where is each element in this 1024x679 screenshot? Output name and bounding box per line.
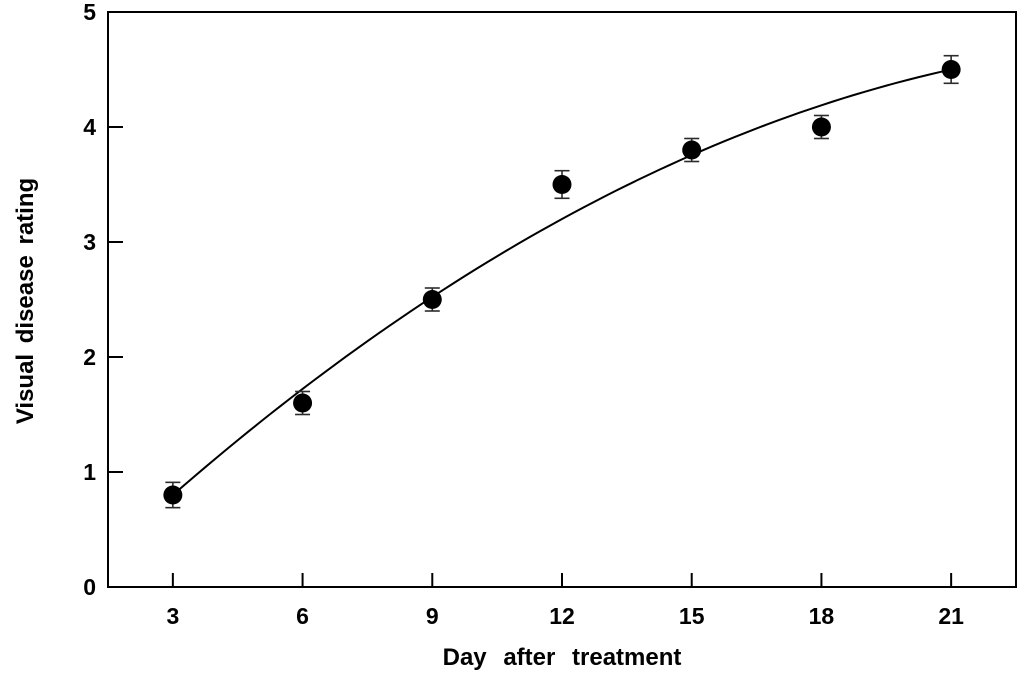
fit-curve-line — [171, 68, 953, 497]
y-tick-label: 5 — [83, 0, 96, 25]
y-tick-label: 3 — [83, 229, 96, 255]
x-tick-label: 3 — [166, 603, 179, 629]
x-tick-label: 18 — [809, 603, 835, 629]
data-point-marker — [293, 393, 313, 413]
data-point-marker — [941, 60, 961, 79]
x-tick-label: 21 — [938, 603, 964, 629]
x-tick-label: 6 — [296, 603, 309, 629]
plot-frame — [107, 11, 1017, 588]
x-tick-label: 12 — [549, 603, 575, 629]
x-tick-label: 15 — [679, 603, 705, 629]
y-tick-label: 2 — [83, 344, 96, 370]
data-point-marker — [422, 290, 442, 309]
y-tick-label: 0 — [83, 574, 96, 600]
data-point-marker — [163, 485, 183, 505]
y-tick-label: 1 — [83, 459, 96, 485]
data-point-marker — [682, 140, 702, 160]
data-point-marker — [811, 117, 831, 137]
y-tick-label: 4 — [83, 114, 96, 140]
x-axis-title: Day after treatment — [442, 644, 682, 671]
x-tick-label: 9 — [426, 603, 439, 629]
data-point-marker — [552, 175, 572, 194]
y-axis-title: Visual disease rating — [12, 177, 39, 425]
